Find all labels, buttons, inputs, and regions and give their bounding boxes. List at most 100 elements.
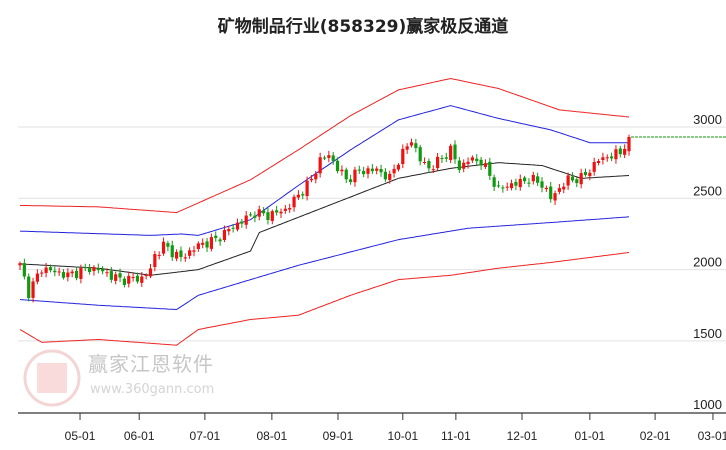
candle-down <box>61 272 66 278</box>
candle-down <box>475 158 479 162</box>
candle-up <box>318 157 322 174</box>
candle-up <box>422 162 427 164</box>
y-tick-label: 3000 <box>693 112 722 127</box>
candle-up <box>553 193 557 201</box>
watermark-seal-icon <box>23 349 81 407</box>
candle-down <box>549 186 553 200</box>
x-tick-label: 02-01 <box>640 429 671 443</box>
candle-up <box>31 281 35 298</box>
candle-up <box>92 267 96 272</box>
x-tick-label: 11-01 <box>441 429 471 443</box>
candle-up <box>392 168 396 174</box>
y-tick-label: 1500 <box>693 326 722 341</box>
candle-down <box>379 169 383 173</box>
candle-down <box>536 176 540 183</box>
candle-down <box>383 171 387 180</box>
chart-title: 矿物制品行业(858329)赢家极反通道 <box>217 17 509 37</box>
y-tick-label: 1000 <box>693 397 722 412</box>
candle-up <box>375 168 379 171</box>
watermark-url: www.360gann.com <box>90 382 215 397</box>
candle-down <box>349 179 353 183</box>
candle-down <box>275 210 279 213</box>
candle-up <box>157 254 161 256</box>
candle-up <box>483 163 488 167</box>
candle-down <box>74 270 79 279</box>
candle-up <box>66 272 70 278</box>
candle-down <box>214 235 218 239</box>
candle-up <box>409 142 414 146</box>
candle-down <box>170 245 174 258</box>
candle-down <box>570 176 575 181</box>
candle-down <box>370 168 374 172</box>
candle-up <box>557 188 561 192</box>
candle-up <box>161 241 166 254</box>
candle-down <box>205 241 209 248</box>
candle-up <box>192 250 196 252</box>
candle-down <box>331 155 335 161</box>
candle-down <box>427 161 431 169</box>
x-tick-label: 08-01 <box>257 429 288 443</box>
candle-up <box>175 251 179 259</box>
candle-up <box>314 173 318 180</box>
candle-up <box>588 172 592 176</box>
x-tick-label: 09-01 <box>323 429 354 443</box>
candle-down <box>135 275 140 282</box>
candle-down <box>118 273 122 278</box>
candle-down <box>610 156 614 159</box>
candle-up <box>505 186 509 188</box>
candle-down <box>253 215 257 218</box>
candle-down <box>575 179 579 184</box>
candle-down <box>418 147 422 162</box>
candle-up <box>518 178 522 188</box>
candle-up <box>188 250 192 256</box>
candle-down <box>240 221 244 224</box>
candle-up <box>470 157 474 161</box>
candle-down <box>357 169 361 171</box>
candle-up <box>114 274 118 281</box>
x-tick-label: 03-01 <box>698 429 726 443</box>
candle-down <box>179 250 183 258</box>
candle-down <box>218 239 222 242</box>
candle-up <box>353 169 357 183</box>
candle-up <box>79 268 83 279</box>
candle-down <box>109 271 113 280</box>
candle-down <box>501 187 505 189</box>
candle-up <box>40 272 44 274</box>
candle-up <box>140 276 144 283</box>
candle-down <box>101 269 105 272</box>
x-tick-label: 12-01 <box>507 429 538 443</box>
candle-down <box>496 185 501 187</box>
candle-up <box>148 268 153 277</box>
candle-down <box>444 157 448 159</box>
candle-down <box>492 177 496 187</box>
candle-down <box>414 143 418 149</box>
candle-up <box>183 257 187 259</box>
candle-down <box>48 267 53 271</box>
candle-up <box>309 178 314 181</box>
candle-up <box>144 275 148 277</box>
candle-up <box>288 207 292 210</box>
channel-line-lower-outer <box>19 252 630 346</box>
candle-up <box>227 229 231 232</box>
candle-down <box>488 161 492 176</box>
candle-down <box>248 214 253 216</box>
candle-up <box>601 157 605 161</box>
candle-up <box>244 215 248 225</box>
candle-down <box>457 160 461 170</box>
candle-up <box>340 169 344 172</box>
candle-down <box>335 160 340 172</box>
candle-down <box>523 177 527 182</box>
candle-up <box>296 194 300 198</box>
candle-up <box>57 271 61 273</box>
candle-up <box>623 148 627 155</box>
channel-line-upper-outer <box>19 77 630 214</box>
candle-up <box>605 157 609 159</box>
candle-up <box>131 277 135 279</box>
candle-down <box>344 169 348 180</box>
candle-up <box>592 162 596 172</box>
candle-up <box>614 149 618 160</box>
candle-down <box>453 144 457 160</box>
candle-up <box>405 146 409 150</box>
candle-up <box>596 160 601 164</box>
channel-line-upper-inner <box>19 105 629 236</box>
